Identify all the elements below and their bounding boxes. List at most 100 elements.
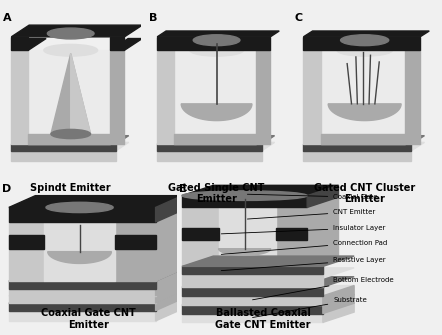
Polygon shape <box>9 291 182 303</box>
Polygon shape <box>182 278 323 287</box>
Polygon shape <box>181 104 252 121</box>
Polygon shape <box>28 50 110 144</box>
Text: Coaxial Gate CNT
Emitter: Coaxial Gate CNT Emitter <box>41 309 136 330</box>
Text: B: B <box>149 13 157 23</box>
Polygon shape <box>11 142 129 151</box>
Polygon shape <box>9 299 182 311</box>
Polygon shape <box>156 299 182 321</box>
Polygon shape <box>11 50 28 144</box>
Polygon shape <box>182 266 323 278</box>
Polygon shape <box>307 185 339 207</box>
Text: Spindt Emitter: Spindt Emitter <box>30 183 111 193</box>
Polygon shape <box>182 207 218 266</box>
Polygon shape <box>156 196 182 222</box>
Polygon shape <box>182 277 354 287</box>
Polygon shape <box>182 256 354 266</box>
Polygon shape <box>9 281 156 288</box>
Polygon shape <box>9 284 182 296</box>
Polygon shape <box>157 144 262 151</box>
Text: Connection Pad: Connection Pad <box>221 240 388 254</box>
Polygon shape <box>9 207 156 222</box>
Polygon shape <box>11 151 116 161</box>
Polygon shape <box>11 144 116 151</box>
Polygon shape <box>182 314 323 322</box>
Polygon shape <box>303 50 321 144</box>
Polygon shape <box>321 50 405 144</box>
Polygon shape <box>28 134 110 144</box>
Polygon shape <box>323 303 354 322</box>
Polygon shape <box>182 287 323 296</box>
Polygon shape <box>303 37 420 50</box>
Polygon shape <box>303 142 424 151</box>
Polygon shape <box>307 197 339 266</box>
Polygon shape <box>9 269 182 281</box>
Polygon shape <box>110 39 142 50</box>
Ellipse shape <box>46 202 113 213</box>
Polygon shape <box>276 228 307 240</box>
Text: Bottom Electrode: Bottom Electrode <box>252 277 394 300</box>
Polygon shape <box>303 151 412 161</box>
Polygon shape <box>44 222 115 281</box>
Polygon shape <box>156 284 182 303</box>
Polygon shape <box>182 294 354 305</box>
Polygon shape <box>182 256 354 266</box>
Text: Insulator Layer: Insulator Layer <box>221 225 385 234</box>
Polygon shape <box>11 136 129 144</box>
Text: CNT Emitter: CNT Emitter <box>248 209 376 219</box>
Polygon shape <box>182 303 354 314</box>
Polygon shape <box>182 266 323 274</box>
Text: Resistive Layer: Resistive Layer <box>221 258 386 271</box>
Text: Gated CNT Cluster
Emitter: Gated CNT Cluster Emitter <box>314 183 415 204</box>
Polygon shape <box>157 136 274 144</box>
Text: E: E <box>179 184 187 194</box>
Polygon shape <box>328 104 401 121</box>
Ellipse shape <box>190 44 244 56</box>
Ellipse shape <box>47 28 94 39</box>
Ellipse shape <box>44 44 98 56</box>
Polygon shape <box>157 37 271 50</box>
Polygon shape <box>321 134 405 144</box>
Polygon shape <box>115 222 156 281</box>
Polygon shape <box>182 268 354 278</box>
Ellipse shape <box>193 35 240 46</box>
Polygon shape <box>110 37 125 50</box>
Polygon shape <box>182 285 354 296</box>
Polygon shape <box>9 296 156 303</box>
Polygon shape <box>157 142 274 151</box>
Ellipse shape <box>51 129 91 139</box>
Polygon shape <box>182 185 339 196</box>
Polygon shape <box>11 39 46 50</box>
Polygon shape <box>9 222 44 281</box>
Polygon shape <box>11 25 142 37</box>
Polygon shape <box>156 210 182 281</box>
Ellipse shape <box>182 191 307 200</box>
Polygon shape <box>9 311 156 321</box>
Polygon shape <box>182 305 323 314</box>
Text: Gated Single CNT
Emitter: Gated Single CNT Emitter <box>168 183 265 204</box>
Polygon shape <box>303 31 429 37</box>
Polygon shape <box>182 296 323 305</box>
Polygon shape <box>276 207 307 266</box>
Polygon shape <box>218 249 271 255</box>
Polygon shape <box>156 291 182 311</box>
Polygon shape <box>11 37 28 50</box>
Polygon shape <box>157 151 262 161</box>
Polygon shape <box>323 285 354 305</box>
Polygon shape <box>303 144 412 151</box>
Polygon shape <box>157 50 174 144</box>
Polygon shape <box>182 196 307 207</box>
Polygon shape <box>218 207 276 266</box>
Polygon shape <box>71 54 91 134</box>
Polygon shape <box>9 196 182 207</box>
Polygon shape <box>303 136 424 144</box>
Text: A: A <box>3 13 11 23</box>
Text: C: C <box>295 13 303 23</box>
Polygon shape <box>174 50 256 144</box>
Polygon shape <box>115 236 156 249</box>
Polygon shape <box>110 50 125 144</box>
Polygon shape <box>157 31 279 37</box>
Polygon shape <box>9 303 156 311</box>
Polygon shape <box>9 269 182 281</box>
Polygon shape <box>156 269 182 296</box>
Polygon shape <box>48 252 111 263</box>
